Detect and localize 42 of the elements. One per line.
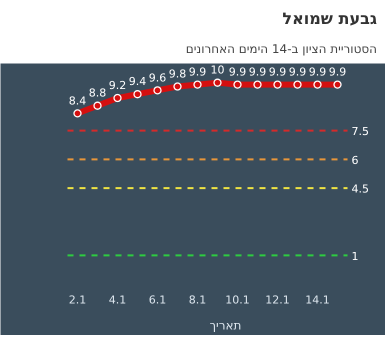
- ref-line-label: 6: [352, 154, 358, 167]
- data-label: 9.6: [148, 71, 166, 84]
- x-tick-label: 10.1: [225, 293, 250, 306]
- point: [113, 94, 122, 102]
- point: [193, 80, 202, 89]
- ref-line-label: 7.5: [352, 125, 369, 138]
- point: [313, 80, 322, 89]
- ref-line-label: 1: [352, 250, 358, 263]
- data-label: 9.8: [168, 68, 186, 81]
- data-label: 9.9: [248, 66, 266, 79]
- point: [233, 80, 242, 89]
- data-label: 9.9: [188, 66, 206, 79]
- data-label: 9.9: [228, 66, 246, 79]
- data-label: 8.8: [88, 86, 106, 100]
- data-label: 8.4: [68, 94, 86, 108]
- chart-subtitle: הסטוריית הציון ב-14 הימים האחרונים: [186, 40, 377, 58]
- ref-line-label: 4.5: [352, 182, 369, 196]
- point: [93, 102, 102, 110]
- x-tick-label: 8.1: [188, 293, 206, 306]
- x-axis-title: תאריך: [210, 318, 242, 332]
- data-label: 9.4: [128, 75, 146, 88]
- point: [173, 82, 182, 91]
- x-tick-label: 6.1: [148, 293, 166, 306]
- point: [273, 80, 282, 89]
- x-tick-label: 2.1: [68, 293, 86, 306]
- data-label: 9.9: [308, 66, 326, 79]
- data-label: 10: [210, 64, 224, 77]
- point: [333, 80, 342, 89]
- data-label: 9.9: [328, 66, 346, 79]
- point: [133, 90, 142, 98]
- point: [253, 80, 262, 89]
- chart-title: גבעת שמואל: [282, 8, 377, 30]
- point: [293, 80, 302, 89]
- x-tick-label: 12.1: [265, 293, 290, 306]
- x-tick-label: 4.1: [108, 293, 126, 306]
- x-tick-label: 14.1: [305, 293, 330, 306]
- data-label: 9.9: [268, 66, 286, 79]
- data-label: 9.2: [108, 79, 126, 92]
- point: [73, 109, 82, 118]
- point: [213, 78, 222, 87]
- point: [153, 86, 162, 94]
- data-label: 9.9: [288, 66, 306, 79]
